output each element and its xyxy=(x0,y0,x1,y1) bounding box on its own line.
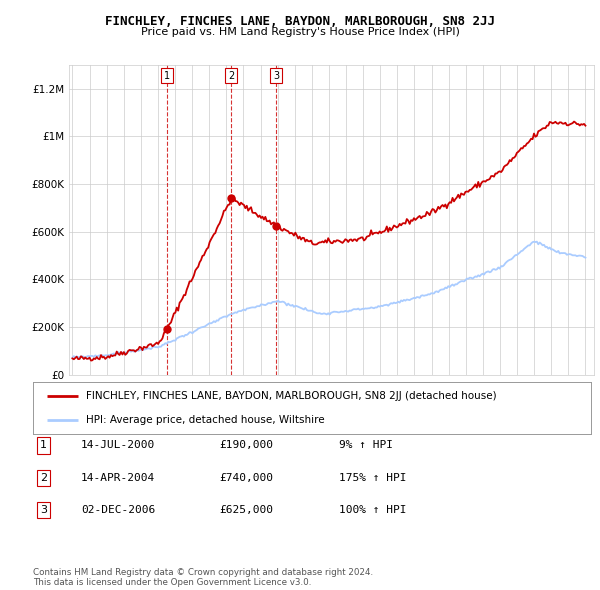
Text: 1: 1 xyxy=(40,441,47,450)
Text: FINCHLEY, FINCHES LANE, BAYDON, MARLBOROUGH, SN8 2JJ: FINCHLEY, FINCHES LANE, BAYDON, MARLBORO… xyxy=(105,15,495,28)
Text: 3: 3 xyxy=(273,71,280,81)
Text: 175% ↑ HPI: 175% ↑ HPI xyxy=(339,473,407,483)
Text: £190,000: £190,000 xyxy=(219,441,273,450)
Text: 2: 2 xyxy=(228,71,235,81)
Text: 100% ↑ HPI: 100% ↑ HPI xyxy=(339,506,407,515)
Text: HPI: Average price, detached house, Wiltshire: HPI: Average price, detached house, Wilt… xyxy=(86,415,325,425)
Text: £740,000: £740,000 xyxy=(219,473,273,483)
Text: 02-DEC-2006: 02-DEC-2006 xyxy=(81,506,155,515)
Text: 2: 2 xyxy=(40,473,47,483)
Text: 14-JUL-2000: 14-JUL-2000 xyxy=(81,441,155,450)
Point xyxy=(271,221,281,231)
Text: Contains HM Land Registry data © Crown copyright and database right 2024.
This d: Contains HM Land Registry data © Crown c… xyxy=(33,568,373,587)
Text: 14-APR-2004: 14-APR-2004 xyxy=(81,473,155,483)
Text: FINCHLEY, FINCHES LANE, BAYDON, MARLBOROUGH, SN8 2JJ (detached house): FINCHLEY, FINCHES LANE, BAYDON, MARLBORO… xyxy=(86,391,497,401)
Text: 9% ↑ HPI: 9% ↑ HPI xyxy=(339,441,393,450)
Text: 3: 3 xyxy=(40,506,47,515)
Point xyxy=(226,194,236,203)
Point xyxy=(163,324,172,334)
Text: £625,000: £625,000 xyxy=(219,506,273,515)
Text: 1: 1 xyxy=(164,71,170,81)
Text: Price paid vs. HM Land Registry's House Price Index (HPI): Price paid vs. HM Land Registry's House … xyxy=(140,27,460,37)
